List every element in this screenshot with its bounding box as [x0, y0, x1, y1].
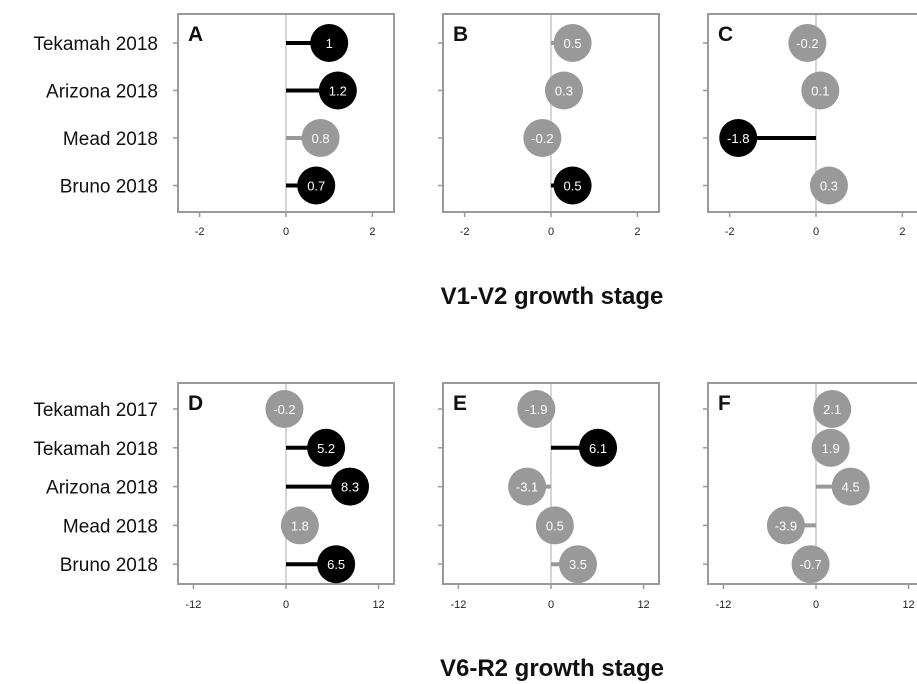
row-label: Tekamah 2018: [33, 439, 158, 460]
lollipop-dot: [508, 467, 547, 506]
value-label: 2.1: [823, 402, 841, 417]
lollipop-dot: [317, 545, 356, 584]
lollipop-dot: [813, 390, 852, 428]
value-label: -1.9: [525, 402, 547, 417]
lollipop-dot: [579, 428, 618, 467]
x-tick-label: 0: [813, 226, 819, 238]
lollipop-dot: [791, 545, 830, 584]
lollipop-dot: [831, 467, 870, 506]
panel-E: -12 0 12 E -1.9 6.1 -3.1 0.5 3.5: [438, 382, 660, 611]
lollipop-dot: [553, 166, 592, 205]
value-label: 0.8: [312, 131, 330, 146]
value-label: 3.5: [569, 557, 587, 572]
value-label: -3.9: [775, 518, 797, 533]
x-tick-label: 0: [548, 226, 554, 238]
x-tick-label: -2: [725, 226, 735, 238]
value-label: 1.8: [291, 518, 309, 533]
lollipop-dot: [544, 71, 583, 110]
stage-title: V1-V2 growth stage: [441, 283, 664, 310]
panel-label: A: [188, 23, 203, 46]
value-label: 0.5: [564, 36, 582, 51]
lollipop-dot: [559, 545, 597, 584]
chart-group-1: Tekamah 2018 Arizona 2018 Mead 2018 Bruno 2…: [33, 13, 917, 310]
panel-C: -2 0 2 C -0.2 0.1 -1.8 0.3: [703, 13, 917, 238]
row-label: Tekamah 2018: [33, 34, 158, 55]
lollipop-dot: [719, 119, 758, 157]
value-label: 0.3: [555, 84, 573, 99]
lollipop-dot: [280, 506, 319, 545]
lollipop-dot: [517, 390, 556, 428]
panel-A: -2 0 2 A 1 1.2 0.8 0.7: [173, 13, 395, 238]
value-label: 8.3: [341, 480, 359, 495]
value-label: 4.5: [842, 480, 860, 495]
value-label: 0.3: [820, 179, 838, 194]
value-label: 1: [326, 36, 333, 51]
x-tick-label: 0: [548, 599, 554, 611]
panel-B: -2 0 2 B 0.5 0.3 -0.2 0.5: [438, 13, 660, 238]
x-tick-label: 0: [813, 599, 819, 611]
x-tick-label: -2: [460, 226, 470, 238]
value-label: 5.2: [317, 441, 335, 456]
lollipop-dot: [766, 506, 805, 545]
x-tick-label: 0: [283, 599, 289, 611]
chart-group-2: Tekamah 2017 Tekamah 2018 Arizona 2018 Mead…: [33, 382, 917, 682]
panel-label: D: [188, 392, 203, 415]
value-label: -0.2: [531, 131, 553, 146]
row-label: Arizona 2018: [46, 478, 158, 499]
x-tick-label: 2: [369, 226, 375, 238]
x-tick-label: -2: [195, 226, 205, 238]
lollipop-dot: [523, 119, 562, 157]
value-label: 0.5: [546, 518, 564, 533]
lollipop-dot: [811, 428, 850, 467]
lollipop-dot: [809, 166, 848, 205]
value-label: -0.7: [799, 557, 821, 572]
x-tick-label: -12: [450, 599, 466, 611]
value-label: 0.7: [307, 179, 325, 194]
value-label: -0.2: [273, 402, 295, 417]
row-label: Arizona 2018: [46, 82, 158, 103]
value-label: 0.5: [564, 179, 582, 194]
x-tick-label: 2: [634, 226, 640, 238]
row-label: Mead 2018: [63, 516, 158, 537]
panel-label: F: [718, 392, 731, 415]
lollipop-dot: [553, 24, 592, 62]
panel-label: E: [453, 392, 467, 415]
panel-label: C: [718, 23, 733, 46]
panel-D: -12 0 12 D -0.2 5.2 8.3 1.8 6.5: [173, 382, 395, 611]
value-label: -1.8: [727, 131, 749, 146]
value-label: 6.5: [327, 557, 345, 572]
row-label: Bruno 2018: [60, 555, 158, 576]
x-tick-label: 2: [899, 226, 905, 238]
lollipop-dot: [297, 166, 336, 205]
lollipop-dot: [331, 467, 370, 506]
row-label: Bruno 2018: [60, 177, 158, 198]
x-tick-label: -12: [715, 599, 731, 611]
value-label: 1.9: [822, 441, 840, 456]
x-tick-label: 12: [902, 599, 914, 611]
lollipop-dot: [307, 428, 346, 467]
x-tick-label: 12: [637, 599, 649, 611]
x-tick-label: 12: [372, 599, 384, 611]
lollipop-dot: [801, 71, 840, 110]
lollipop-dot: [318, 71, 357, 110]
value-label: 0.1: [811, 84, 829, 99]
value-label: -3.1: [516, 480, 538, 495]
row-label: Tekamah 2017: [33, 400, 158, 421]
lollipop-dot: [310, 24, 349, 62]
value-label: 6.1: [589, 441, 607, 456]
lollipop-dot: [301, 119, 340, 157]
x-tick-label: 0: [283, 226, 289, 238]
stage-title: V6-R2 growth stage: [440, 655, 664, 682]
panel-F: -12 0 12 F 2.1 1.9 4.5 -3.9 -0.7: [703, 382, 917, 611]
lollipop-dot: [535, 506, 574, 545]
value-label: -0.2: [796, 36, 818, 51]
panel-label: B: [453, 23, 468, 46]
row-label: Mead 2018: [63, 129, 158, 150]
x-tick-label: -12: [185, 599, 201, 611]
lollipop-dot: [265, 390, 304, 428]
lollipop-dot: [788, 24, 827, 62]
value-label: 1.2: [329, 84, 347, 99]
